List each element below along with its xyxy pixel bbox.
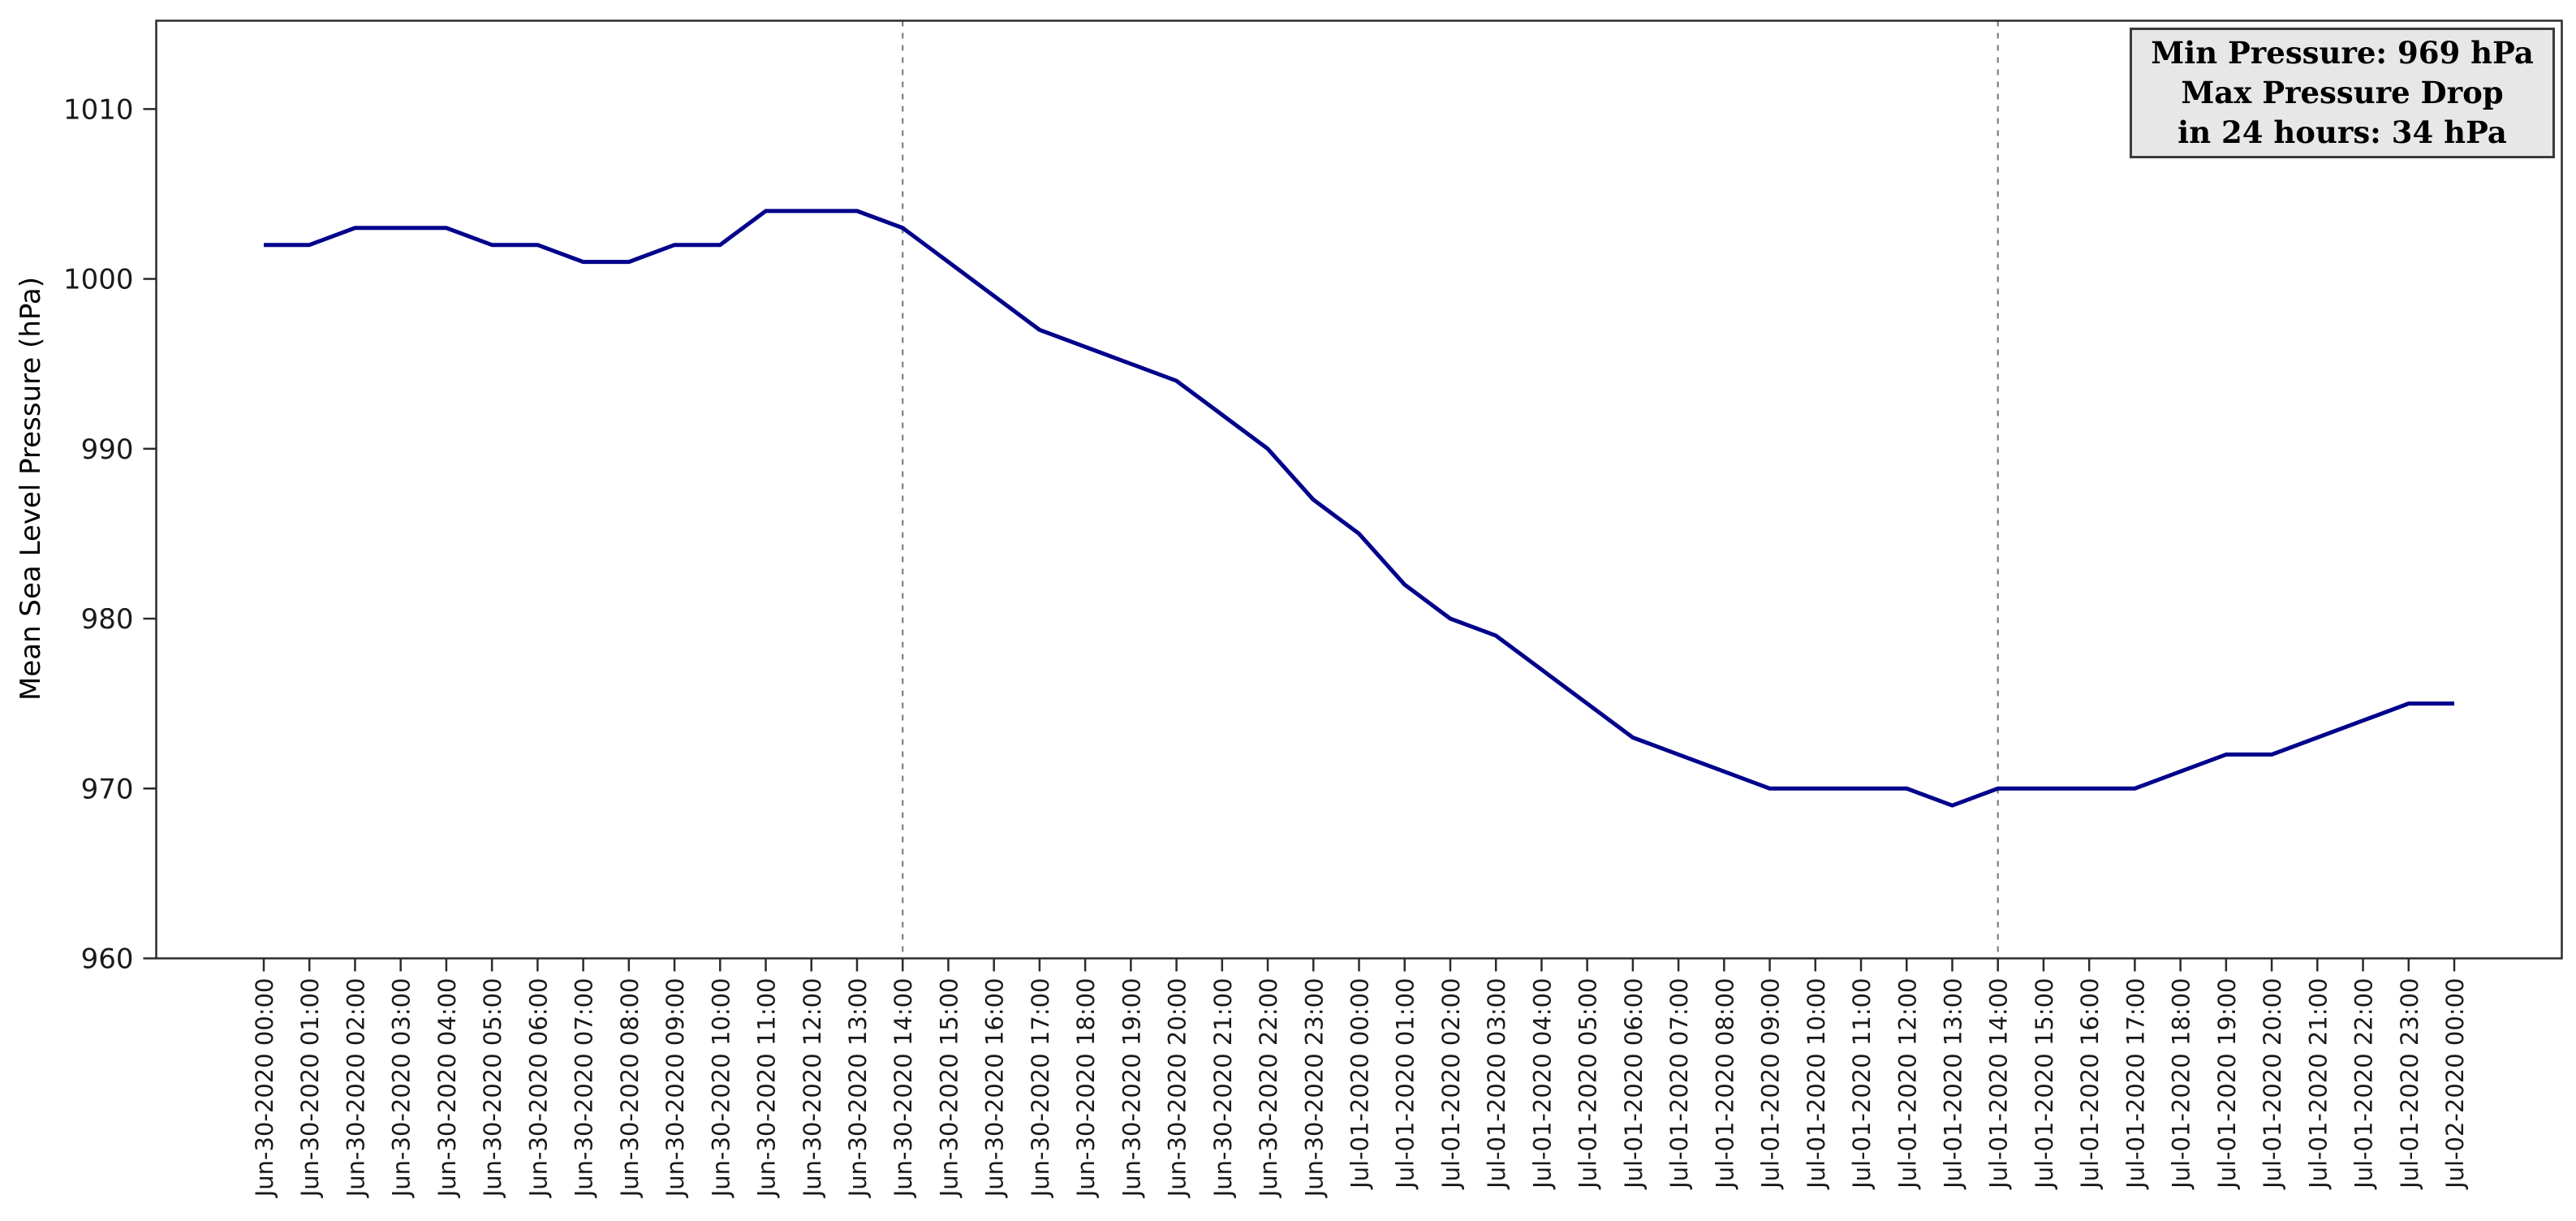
x-tick-label: Jun-30-2020 05:00 bbox=[479, 978, 506, 1199]
x-tick-label: Jul-01-2020 19:00 bbox=[2213, 978, 2241, 1190]
x-tick-label: Jul-01-2020 07:00 bbox=[1665, 978, 1693, 1190]
y-tick-label: 1000 bbox=[63, 264, 134, 296]
x-tick-label: Jul-01-2020 02:00 bbox=[1437, 978, 1465, 1190]
x-tick-label: Jul-01-2020 20:00 bbox=[2259, 978, 2286, 1190]
x-tick-label: Jul-01-2020 16:00 bbox=[2076, 978, 2104, 1190]
y-tick-label: 970 bbox=[81, 773, 134, 805]
x-tick-label: Jul-01-2020 15:00 bbox=[2031, 978, 2058, 1190]
y-tick-label: 960 bbox=[81, 943, 134, 976]
x-tick-label: Jun-30-2020 11:00 bbox=[753, 978, 781, 1199]
x-tick-label: Jun-30-2020 16:00 bbox=[981, 978, 1009, 1199]
annotation-max-drop-title: Max Pressure Drop bbox=[2181, 75, 2504, 110]
annotation-box: Min Pressure: 969 hPa Max Pressure Drop … bbox=[2130, 28, 2555, 158]
reference-vlines bbox=[902, 20, 1999, 959]
x-tick-label: Jun-30-2020 09:00 bbox=[661, 978, 689, 1199]
x-tick-label: Jul-01-2020 09:00 bbox=[1757, 978, 1785, 1190]
x-tick-label: Jul-01-2020 12:00 bbox=[1893, 978, 1921, 1190]
x-tick-label: Jul-01-2020 21:00 bbox=[2304, 978, 2332, 1190]
x-tick-label: Jun-30-2020 03:00 bbox=[388, 978, 416, 1199]
y-tick-label: 990 bbox=[81, 434, 134, 466]
x-tick-label: Jul-01-2020 05:00 bbox=[1574, 978, 1602, 1190]
x-tick-label: Jul-01-2020 03:00 bbox=[1483, 978, 1510, 1190]
x-tick-label: Jul-01-2020 10:00 bbox=[1803, 978, 1830, 1190]
x-tick-label: Jul-01-2020 01:00 bbox=[1392, 978, 1419, 1190]
x-tick-label: Jul-01-2020 17:00 bbox=[2122, 978, 2149, 1190]
x-tick-label: Jun-30-2020 20:00 bbox=[1164, 978, 1191, 1199]
y-tick-label: 1010 bbox=[63, 93, 134, 126]
x-tick-label: Jul-01-2020 23:00 bbox=[2396, 978, 2423, 1190]
x-tick-label: Jun-30-2020 15:00 bbox=[935, 978, 963, 1199]
x-tick-label: Jun-30-2020 17:00 bbox=[1027, 978, 1054, 1199]
x-tick-label: Jun-30-2020 07:00 bbox=[571, 978, 598, 1199]
x-tick-label: Jun-30-2020 00:00 bbox=[251, 978, 278, 1199]
x-tick-label: Jun-30-2020 23:00 bbox=[1300, 978, 1328, 1199]
y-axis: 960 970 980 990 1000 1010 bbox=[63, 93, 157, 976]
x-tick-label: Jun-30-2020 04:00 bbox=[433, 978, 461, 1199]
x-tick-label: Jul-01-2020 18:00 bbox=[2168, 978, 2195, 1190]
x-tick-label: Jun-30-2020 08:00 bbox=[616, 978, 644, 1199]
y-tick-label: 980 bbox=[81, 603, 134, 636]
x-tick-label: Jul-01-2020 14:00 bbox=[1985, 978, 2013, 1190]
x-tick-label: Jun-30-2020 22:00 bbox=[1255, 978, 1282, 1199]
x-tick-label: Jun-30-2020 14:00 bbox=[890, 978, 917, 1199]
x-tick-label: Jun-30-2020 18:00 bbox=[1072, 978, 1100, 1199]
x-tick-label: Jun-30-2020 10:00 bbox=[707, 978, 734, 1199]
x-tick-label: Jun-30-2020 19:00 bbox=[1118, 978, 1145, 1199]
x-tick-label: Jun-30-2020 01:00 bbox=[296, 978, 324, 1199]
plot-border bbox=[155, 19, 2563, 960]
x-tick-label: Jul-02-2020 00:00 bbox=[2441, 978, 2469, 1190]
x-tick-label: Jul-01-2020 13:00 bbox=[1939, 978, 1966, 1190]
annotation-max-drop-value: in 24 hours: 34 hPa bbox=[2178, 114, 2507, 150]
x-tick-label: Jul-01-2020 04:00 bbox=[1528, 978, 1556, 1190]
x-tick-label: Jul-01-2020 00:00 bbox=[1346, 978, 1374, 1190]
y-axis-label: Mean Sea Level Pressure (hPa) bbox=[15, 276, 47, 701]
x-tick-label: Jul-01-2020 22:00 bbox=[2350, 978, 2378, 1190]
x-tick-label: Jun-30-2020 12:00 bbox=[799, 978, 826, 1199]
x-tick-label: Jun-30-2020 02:00 bbox=[342, 978, 369, 1199]
x-tick-label: Jun-30-2020 21:00 bbox=[1209, 978, 1237, 1199]
pressure-line bbox=[264, 209, 2454, 808]
x-tick-label: Jul-01-2020 06:00 bbox=[1620, 978, 1648, 1190]
x-axis: Jun-30-2020 00:00 Jun-30-2020 01:00 Jun-30… bbox=[251, 958, 2469, 1199]
annotation-min-pressure: Min Pressure: 969 hPa bbox=[2151, 35, 2534, 71]
x-tick-label: Jul-01-2020 11:00 bbox=[1848, 978, 1876, 1190]
x-tick-label: Jun-30-2020 13:00 bbox=[844, 978, 872, 1199]
x-tick-label: Jul-01-2020 08:00 bbox=[1711, 978, 1738, 1190]
x-tick-label: Jun-30-2020 06:00 bbox=[524, 978, 552, 1199]
